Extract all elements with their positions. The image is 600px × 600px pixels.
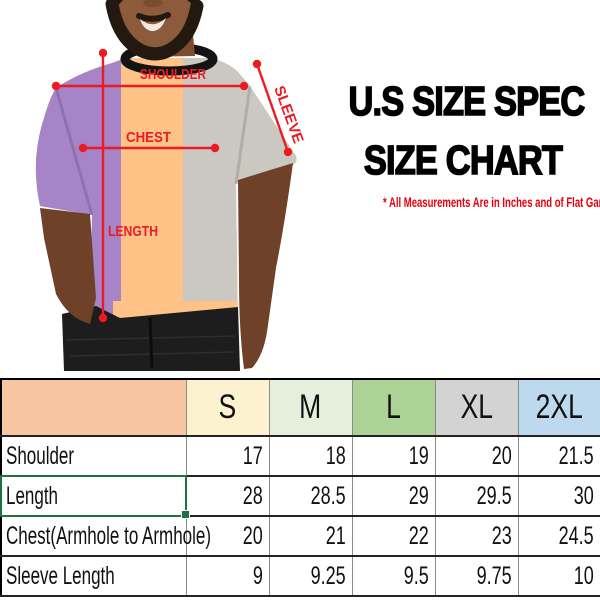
- length-label: LENGTH: [108, 223, 158, 240]
- cell-value: 9.75: [435, 556, 519, 597]
- table-header-row: S M L XL 2XL: [1, 379, 600, 437]
- row-label-sleeve-length: Sleeve Length: [1, 556, 187, 597]
- cell-value: 29: [352, 476, 436, 517]
- cell-value: 17: [186, 436, 270, 477]
- cell-value: 24.5: [518, 516, 600, 557]
- cell-value: 9.5: [352, 556, 436, 597]
- title-panel: U.S SIZE SPEC SIZE CHART * All Measureme…: [326, 78, 600, 211]
- header-cell-m: M: [269, 379, 353, 437]
- model-photo: SHOULDER CHEST LENGTH SLEEVE: [35, 0, 307, 371]
- beard: [105, 0, 204, 61]
- cell-value: 29.5: [435, 476, 519, 517]
- page-title-line2: SIZE CHART: [363, 137, 563, 184]
- measurement-annotations: [51, 48, 293, 323]
- cell-value: 10: [518, 556, 600, 597]
- header-cell-l: L: [352, 379, 436, 437]
- cell-value: 23: [435, 516, 519, 557]
- cell-value: 20: [186, 516, 270, 557]
- chest-label: CHEST: [126, 129, 171, 146]
- measurement-note: * All Measurements Are in Inches and of …: [382, 194, 600, 211]
- page-title-line1: U.S SIZE SPEC: [348, 78, 586, 124]
- cell-value: 28.5: [269, 476, 353, 517]
- cell-value: 18: [269, 436, 353, 477]
- header-cell-xl: XL: [435, 379, 519, 437]
- mustache: [136, 12, 171, 22]
- cell-value: 21: [269, 516, 353, 557]
- row-label-chest: Chest(Armhole to Armhole): [1, 516, 211, 557]
- shoulder-label: SHOULDER: [140, 66, 206, 83]
- size-spec-table: S M L XL 2XL Shoulder 17 18 19 20 21.5 L…: [0, 378, 600, 597]
- cell-value: 19: [352, 436, 436, 477]
- cell-value: 30: [518, 476, 600, 517]
- cell-value: 22: [352, 516, 436, 557]
- table-row: Length 28 28.5 29 29.5 30: [0, 475, 600, 519]
- header-cell-s: S: [186, 379, 270, 437]
- model-face: [105, 0, 204, 61]
- cell-value: 9: [186, 556, 270, 597]
- cell-value: 9.25: [269, 556, 353, 597]
- cell-value: 21.5: [518, 436, 600, 477]
- row-label-length: Length: [0, 475, 190, 519]
- header-cell-blank: [1, 379, 187, 437]
- cell-value: 28: [186, 476, 270, 517]
- striped-tshirt: [35, 58, 297, 337]
- selection-fill-handle: [180, 510, 190, 519]
- table-row: Shoulder 17 18 19 20 21.5: [1, 436, 600, 477]
- arms: [40, 163, 293, 369]
- sleeve-line: [255, 63, 290, 153]
- header-cell-2xl: 2XL: [518, 379, 600, 437]
- table-row: Sleeve Length 9 9.25 9.5 9.75 10: [1, 556, 600, 597]
- cell-value: 20: [435, 436, 519, 477]
- table-row: Chest(Armhole to Armhole) 20 21 22 23 24…: [1, 516, 600, 557]
- row-label-shoulder: Shoulder: [1, 436, 187, 477]
- smile: [140, 18, 166, 32]
- jeans: [62, 306, 240, 371]
